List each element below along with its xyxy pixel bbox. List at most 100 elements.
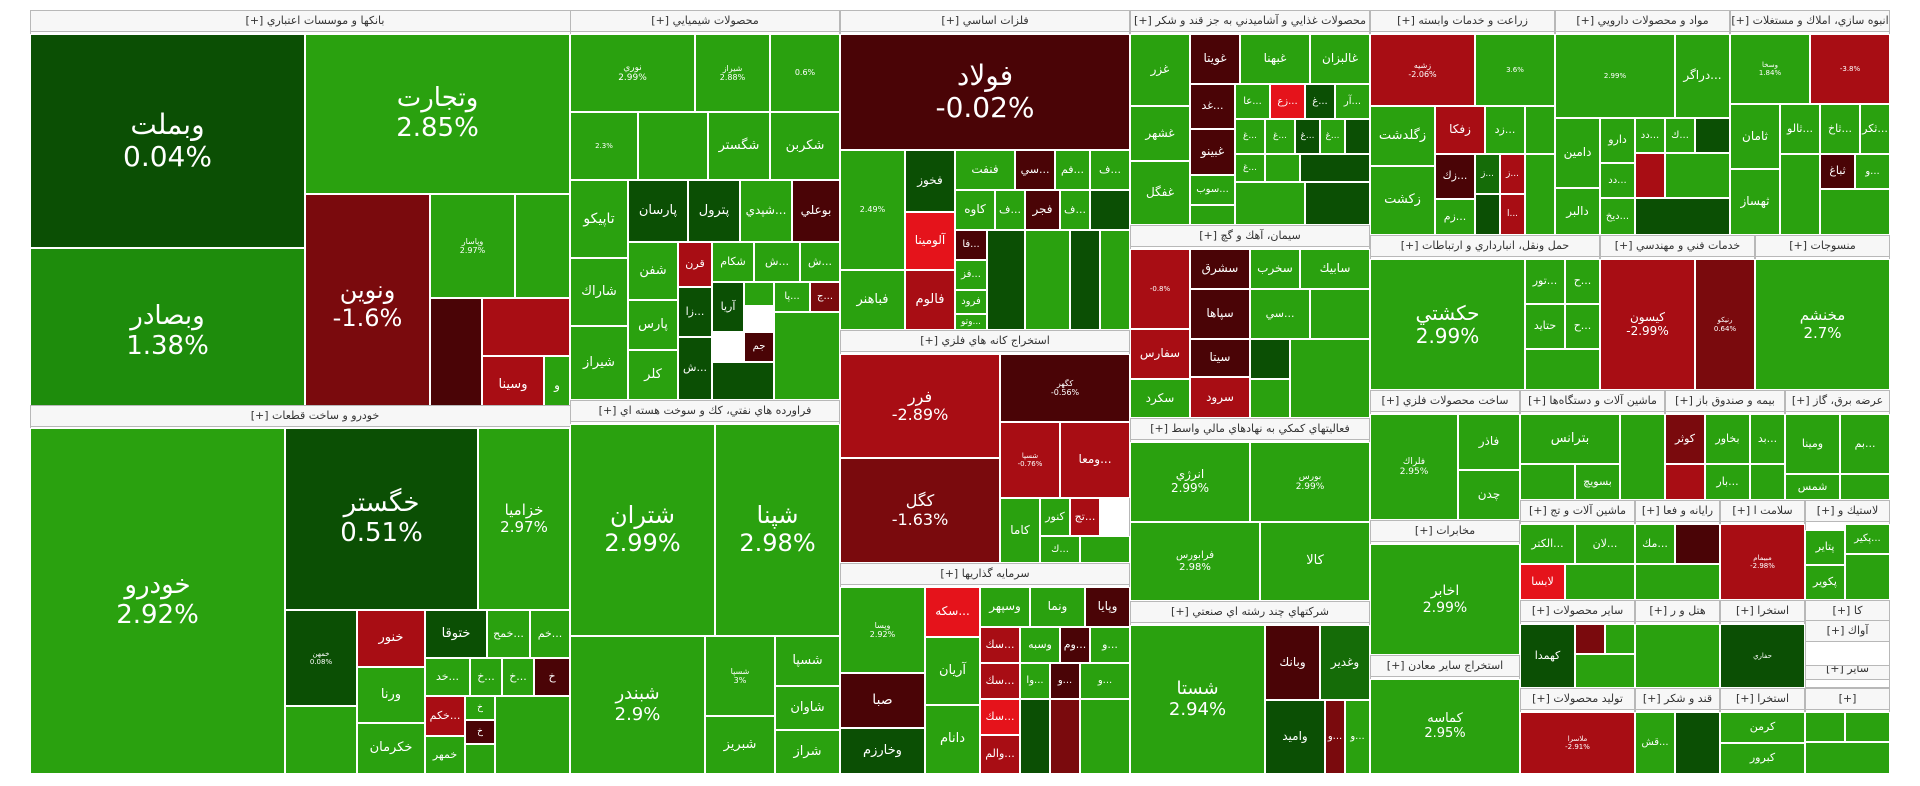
stock-tile[interactable]: ...بار [1705,464,1750,500]
stock-tile[interactable]: ...و [1090,627,1130,663]
sector-header[interactable]: محصولات شيميايي [+] [570,10,840,32]
stock-tile[interactable]: دانام [925,705,980,774]
stock-tile[interactable]: شيراز 2.88% [695,34,770,112]
stock-tile[interactable]: كوثر [1665,414,1705,464]
stock-tile[interactable]: وبملت 0.04% [30,34,305,248]
stock-tile[interactable]: ...ك [1040,536,1080,563]
stock-tile[interactable] [1080,699,1130,774]
stock-tile[interactable]: سرود [1190,377,1250,418]
stock-tile[interactable]: سپاها [1190,289,1250,339]
stock-tile[interactable]: فرود [955,290,987,314]
stock-tile[interactable] [1345,119,1370,154]
sector-header[interactable]: [+] [1805,688,1890,710]
stock-tile[interactable]: كاما [1000,498,1040,563]
sector-header[interactable]: مواد و محصولات دارويي [+] [1555,10,1730,32]
stock-tile[interactable] [285,706,357,774]
stock-tile[interactable]: ...دد [1635,118,1665,153]
stock-tile[interactable]: غفگل [1130,161,1190,225]
stock-tile[interactable]: دامين [1555,118,1600,188]
stock-tile[interactable]: ختوقا [425,610,487,658]
stock-tile[interactable]: ...قش [1635,712,1675,774]
stock-tile[interactable]: ...خمح [487,610,530,658]
stock-tile[interactable]: پارس [628,300,678,350]
stock-tile[interactable]: اخابر 2.99% [1370,544,1520,655]
stock-tile[interactable] [1050,699,1080,774]
sector-header[interactable]: رايانه و فعا [+] [1635,500,1720,522]
stock-tile[interactable]: پكوير [1805,565,1845,600]
sector-header[interactable]: خودرو و ساخت قطعات [+] [30,405,600,427]
stock-tile[interactable] [1805,712,1845,742]
stock-tile[interactable]: فباهنر [840,270,905,330]
stock-tile[interactable] [1235,182,1305,225]
stock-tile[interactable] [1520,464,1575,500]
sector-header[interactable]: مخابرات [+] [1370,520,1520,542]
stock-tile[interactable]: ...ف [1090,150,1130,190]
stock-tile[interactable]: شستا 2.94% [1130,625,1265,774]
stock-tile[interactable]: مخنشم 2.7% [1755,259,1890,390]
stock-tile[interactable]: خگستر 0.51% [285,428,478,610]
stock-tile[interactable]: ...زا [678,287,712,337]
stock-tile[interactable]: ومينا [1785,414,1840,474]
stock-tile[interactable] [495,696,570,774]
stock-tile[interactable]: پارسان [628,180,688,242]
stock-tile[interactable]: ثهساز [1730,169,1780,235]
stock-tile[interactable]: ...ش [678,337,712,400]
stock-tile[interactable]: ...عا [1235,84,1270,119]
stock-tile[interactable]: زكشت [1370,166,1435,235]
stock-tile[interactable]: ...سكه [925,587,980,637]
stock-tile[interactable]: فولاد -0.02% [840,34,1130,150]
stock-tile[interactable]: ملاسرا -2.91% [1520,712,1635,774]
sector-header[interactable]: زراعت و خدمات وابسته [+] [1370,10,1555,32]
stock-tile[interactable]: فلراك 2.95% [1370,414,1458,520]
stock-tile[interactable] [1525,349,1600,390]
stock-tile[interactable]: سشرق [1190,249,1250,289]
sector-header[interactable]: ساخت محصولات فلزي [+] [1370,390,1520,412]
stock-tile[interactable]: كگهر -0.56% [1000,354,1130,422]
sector-header[interactable]: سلامت ا [+] [1720,500,1805,522]
sector-header[interactable]: آواك [+] [1805,620,1890,642]
stock-tile[interactable]: 3.6% [1475,34,1555,106]
stock-tile[interactable]: ...زم [1435,199,1475,235]
stock-tile[interactable]: ...مك [1635,524,1675,564]
stock-tile[interactable]: وتجارت 2.85% [305,34,570,194]
stock-tile[interactable]: شاوان [775,686,840,730]
stock-tile[interactable]: ...و [1080,663,1130,699]
stock-tile[interactable]: خنور [357,610,425,667]
stock-tile[interactable]: ...سوب [1190,175,1235,205]
stock-tile[interactable]: خودرو 2.92% [30,428,285,774]
stock-tile[interactable]: ...و [1855,154,1890,189]
stock-tile[interactable]: حكشتي 2.99% [1370,259,1525,390]
stock-tile[interactable] [1300,154,1370,182]
stock-tile[interactable] [465,744,495,774]
stock-tile[interactable] [1805,742,1890,774]
sector-header[interactable]: خدمات فني و مهندسي [+] [1600,235,1755,257]
stock-tile[interactable]: كالا [1260,522,1370,601]
stock-tile[interactable]: ...غ [1265,119,1295,154]
stock-tile[interactable] [744,282,774,306]
stock-tile[interactable]: شفن [628,242,678,300]
stock-tile[interactable] [774,312,840,400]
stock-tile[interactable]: دالبر [1555,188,1600,235]
stock-tile[interactable]: بخاور [1705,414,1750,464]
stock-tile[interactable]: شكربن [770,112,840,180]
stock-tile[interactable] [638,112,708,180]
stock-tile[interactable]: غويتا [1190,34,1240,84]
stock-tile[interactable]: -3.8% [1810,34,1890,104]
stock-tile[interactable] [1845,712,1890,742]
stock-tile[interactable] [1250,339,1290,379]
stock-tile[interactable] [987,230,1025,330]
stock-tile[interactable] [515,194,570,298]
sector-header[interactable]: فراورده هاي نفتي، كك و سوخت هسته اي [+] [570,400,840,422]
stock-tile[interactable]: وغدير [1320,625,1370,700]
stock-tile[interactable] [1665,153,1730,198]
stock-tile[interactable]: ونما [1030,587,1085,627]
stock-tile[interactable]: رنيكو 0.64% [1695,259,1755,390]
stock-tile[interactable]: وپايا [1085,587,1130,627]
stock-tile[interactable]: فرر -2.89% [840,354,1000,458]
sector-header[interactable]: فعاليتهاي كمكي به نهادهاي مالي واسط [+] [1130,418,1370,440]
stock-tile[interactable] [1840,474,1890,500]
sector-header[interactable]: ماشين آلات و تج [+] [1520,500,1635,522]
stock-tile[interactable]: جم [744,332,774,362]
stock-tile[interactable]: وسبه [1020,627,1060,663]
stock-tile[interactable]: ...غد [1190,84,1235,129]
